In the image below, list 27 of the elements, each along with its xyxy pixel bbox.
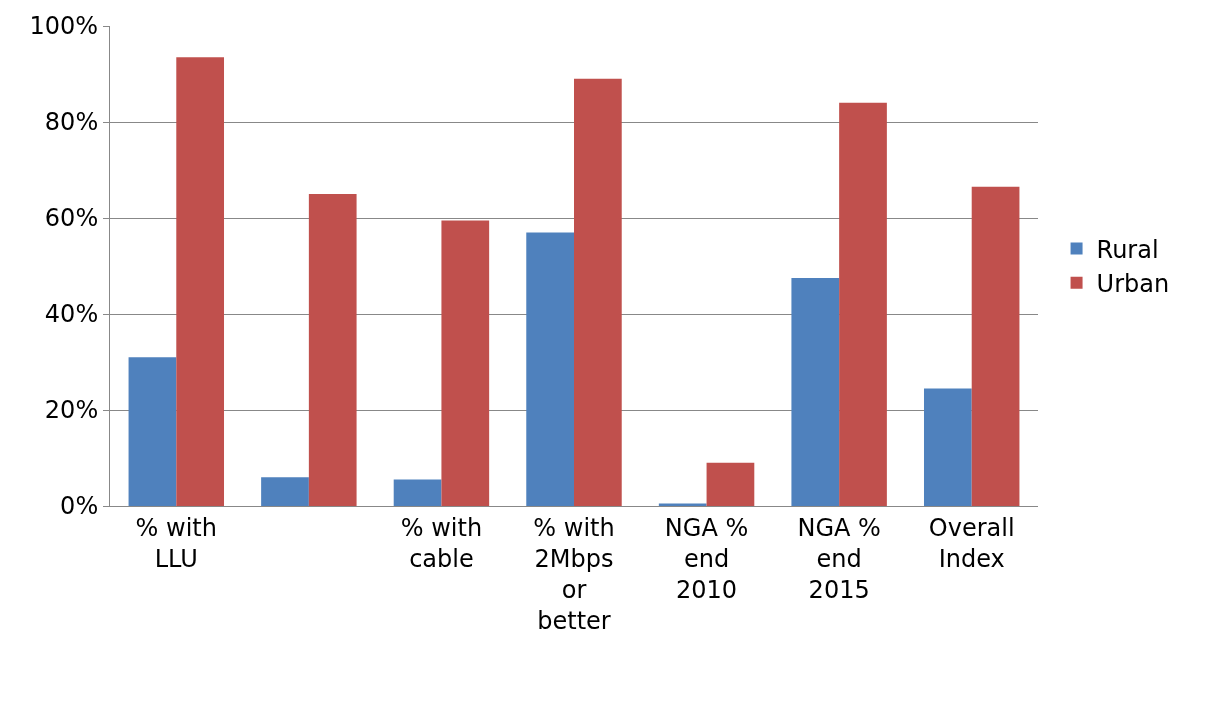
bar — [706, 462, 755, 506]
bar — [923, 388, 972, 506]
bar — [261, 477, 309, 506]
bar — [839, 102, 887, 506]
x-tick-label: Overall Index — [928, 513, 1015, 573]
bar — [393, 479, 442, 506]
y-tick-label: 100% — [29, 12, 99, 41]
y-tick-label: 60% — [44, 204, 99, 233]
x-tick-label: % with 2Mbps or better — [533, 513, 615, 636]
y-tick-label: 20% — [44, 396, 99, 425]
x-tick-label: NGA % end 2010 — [664, 513, 749, 605]
bar — [971, 186, 1020, 506]
bar — [791, 278, 840, 506]
bar — [574, 78, 622, 506]
bar — [176, 57, 225, 506]
y-tick-label: 0% — [60, 492, 99, 521]
bar — [441, 220, 490, 506]
bar — [128, 357, 177, 506]
bar — [308, 194, 357, 506]
y-tick-label: 80% — [44, 108, 99, 137]
legend-label: Rural — [1096, 235, 1159, 264]
x-tick-label: NGA % end 2015 — [797, 513, 881, 605]
legend-label: Urban — [1096, 270, 1170, 299]
x-tick-label: % with cable — [400, 513, 483, 573]
x-tick-label: % with LLU — [135, 513, 217, 573]
bar — [526, 232, 574, 506]
y-tick-label: 40% — [44, 300, 99, 329]
